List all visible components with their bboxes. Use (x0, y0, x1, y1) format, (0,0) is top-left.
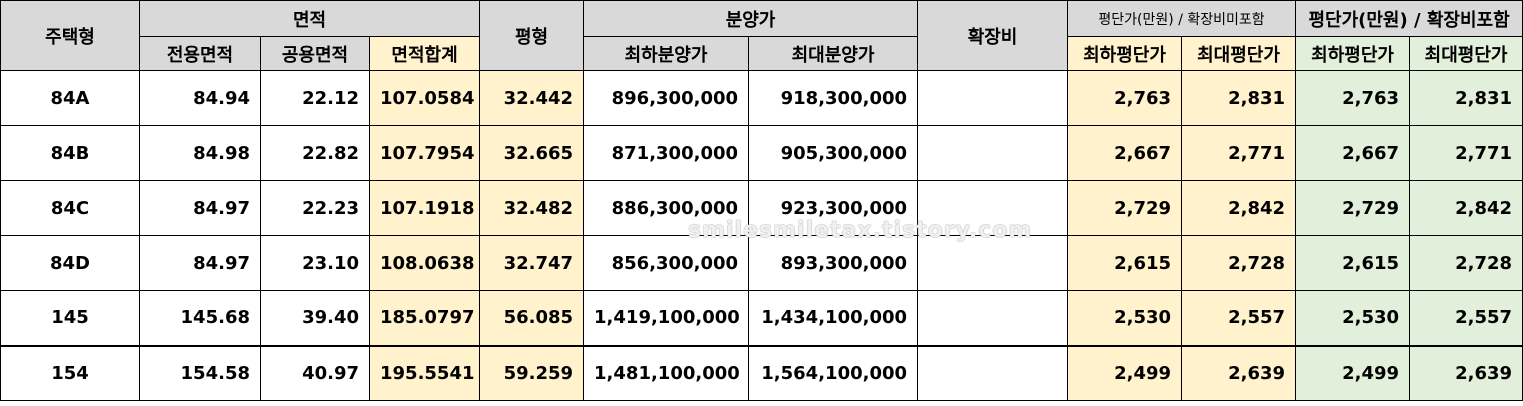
cell-min-unit-excl: 2,530 (1067, 290, 1183, 346)
header-max-unit-incl: 최대평단가 (1409, 36, 1523, 71)
cell-min-unit-excl: 2,615 (1067, 235, 1183, 291)
header-min-unit-excl: 최하평단가 (1067, 36, 1183, 71)
cell-min-price: 856,300,000 (583, 235, 750, 291)
cell-max-unit-excl: 2,771 (1181, 125, 1297, 181)
header-area-group: 면적 (138, 0, 481, 37)
cell-max-unit-incl: 2,557 (1409, 290, 1523, 346)
cell-expansion (917, 180, 1069, 236)
cell-max-price: 923,300,000 (748, 180, 919, 236)
cell-min-unit-incl: 2,499 (1295, 344, 1411, 401)
cell-exclusive: 84.98 (139, 125, 261, 181)
cell-max-unit-excl: 2,557 (1181, 290, 1297, 346)
cell-exclusive: 84.94 (139, 70, 261, 126)
table-row: 84B 84.98 22.82 107.7954 32.665 871,300,… (0, 125, 1523, 181)
cell-common: 23.10 (260, 235, 370, 291)
header-unit-price-incl: 평단가(만원) / 확장비포함 (1295, 0, 1523, 37)
cell-total: 108.0638 (368, 235, 481, 291)
cell-min-unit-incl: 2,729 (1295, 180, 1411, 236)
table-row: 84C 84.97 22.23 107.1918 32.482 886,300,… (0, 180, 1523, 236)
cell-common: 39.40 (260, 290, 370, 346)
cell-pyeong: 32.665 (479, 125, 585, 181)
header-common: 공용면적 (260, 36, 370, 71)
cell-exclusive: 145.68 (139, 290, 261, 346)
cell-min-unit-excl: 2,729 (1067, 180, 1183, 236)
cell-exclusive: 84.97 (139, 180, 261, 236)
cell-type: 84A (0, 70, 140, 126)
header-area-total: 면적합계 (368, 36, 481, 71)
cell-total: 195.5541 (368, 344, 481, 401)
table-row: 84D 84.97 23.10 108.0638 32.747 856,300,… (0, 235, 1523, 291)
header-type: 주택형 (0, 0, 140, 71)
header-expansion: 확장비 (917, 0, 1069, 71)
header-max-price: 최대분양가 (748, 36, 919, 71)
cell-total: 107.1918 (368, 180, 481, 236)
cell-max-unit-incl: 2,639 (1409, 344, 1523, 401)
cell-min-price: 886,300,000 (583, 180, 750, 236)
cell-min-unit-excl: 2,667 (1067, 125, 1183, 181)
cell-type: 84B (0, 125, 140, 181)
cell-max-price: 893,300,000 (748, 235, 919, 291)
cell-pyeong: 32.482 (479, 180, 585, 236)
cell-type: 84D (0, 235, 140, 291)
cell-max-price: 1,564,100,000 (748, 344, 919, 401)
cell-min-unit-excl: 2,499 (1067, 344, 1183, 401)
cell-min-unit-incl: 2,530 (1295, 290, 1411, 346)
cell-exclusive: 154.58 (139, 344, 261, 401)
cell-common: 22.23 (260, 180, 370, 236)
cell-max-unit-incl: 2,728 (1409, 235, 1523, 291)
cell-min-unit-incl: 2,763 (1295, 70, 1411, 126)
cell-total: 107.7954 (368, 125, 481, 181)
cell-max-price: 1,434,100,000 (748, 290, 919, 346)
cell-common: 40.97 (260, 344, 370, 401)
header-max-unit-excl: 최대평단가 (1181, 36, 1297, 71)
cell-min-price: 871,300,000 (583, 125, 750, 181)
cell-exclusive: 84.97 (139, 235, 261, 291)
header-pyeong: 평형 (479, 0, 585, 71)
cell-pyeong: 32.442 (479, 70, 585, 126)
cell-min-unit-excl: 2,763 (1067, 70, 1183, 126)
table-row: 84A 84.94 22.12 107.0584 32.442 896,300,… (0, 70, 1523, 126)
cell-max-unit-excl: 2,639 (1181, 344, 1297, 401)
cell-min-unit-incl: 2,667 (1295, 125, 1411, 181)
cell-common: 22.12 (260, 70, 370, 126)
cell-max-price: 905,300,000 (748, 125, 919, 181)
cell-max-unit-excl: 2,728 (1181, 235, 1297, 291)
cell-expansion (917, 235, 1069, 291)
cell-max-unit-incl: 2,842 (1409, 180, 1523, 236)
cell-expansion (917, 290, 1069, 346)
header-price-group: 분양가 (583, 0, 919, 37)
cell-max-unit-incl: 2,831 (1409, 70, 1523, 126)
cell-min-price: 1,481,100,000 (583, 344, 750, 401)
cell-min-price: 896,300,000 (583, 70, 750, 126)
cell-type: 154 (0, 344, 140, 401)
cell-pyeong: 59.259 (479, 344, 585, 401)
cell-max-unit-excl: 2,831 (1181, 70, 1297, 126)
cell-type: 145 (0, 290, 140, 346)
cell-min-price: 1,419,100,000 (583, 290, 750, 346)
cell-type: 84C (0, 180, 140, 236)
header-row-1: 주택형 면적 평형 분양가 확장비 평단가(만원) / 확장비미포함 평단가(만… (0, 0, 1523, 71)
cell-expansion (917, 125, 1069, 181)
cell-max-price: 918,300,000 (748, 70, 919, 126)
table-row: 145 145.68 39.40 185.0797 56.085 1,419,1… (0, 290, 1523, 346)
cell-common: 22.82 (260, 125, 370, 181)
table-row: 154 154.58 40.97 195.5541 59.259 1,481,1… (0, 344, 1523, 401)
cell-pyeong: 56.085 (479, 290, 585, 346)
header-unit-price-excl: 평단가(만원) / 확장비미포함 (1067, 0, 1297, 37)
cell-max-unit-excl: 2,842 (1181, 180, 1297, 236)
cell-min-unit-incl: 2,615 (1295, 235, 1411, 291)
cell-expansion (917, 70, 1069, 126)
cell-total: 107.0584 (368, 70, 481, 126)
header-exclusive: 전용면적 (139, 36, 261, 71)
header-row-2: 전용면적 공용면적 면적합계 최하분양가 최대분양가 최하평단가 최대평단가 최… (1, 36, 1523, 71)
cell-expansion (917, 344, 1069, 401)
cell-pyeong: 32.747 (479, 235, 585, 291)
header-min-price: 최하분양가 (583, 36, 750, 71)
cell-total: 185.0797 (368, 290, 481, 346)
header-min-unit-incl: 최하평단가 (1295, 36, 1411, 71)
cell-max-unit-incl: 2,771 (1409, 125, 1523, 181)
